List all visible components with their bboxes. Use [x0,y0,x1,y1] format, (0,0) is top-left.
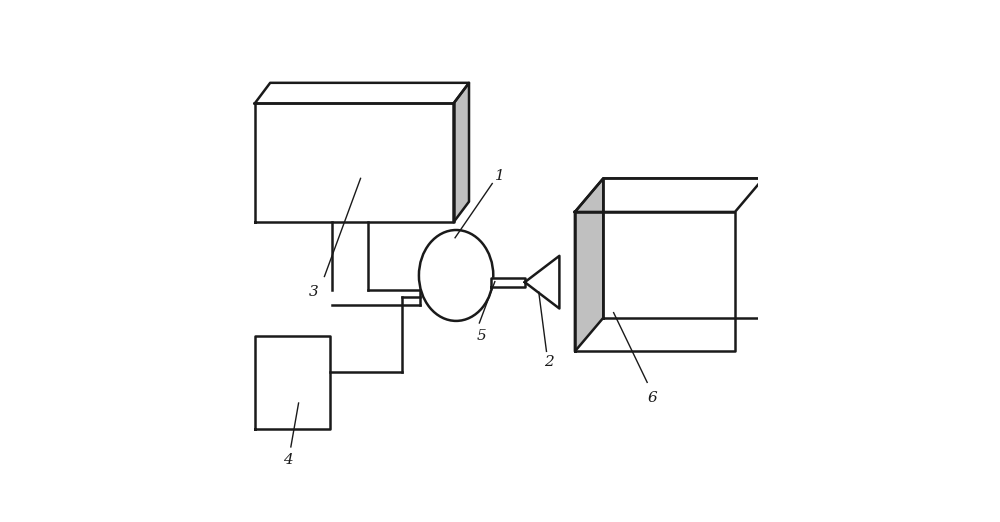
Text: 5: 5 [477,329,487,343]
Polygon shape [575,179,763,212]
Polygon shape [454,83,469,222]
Text: 1: 1 [495,169,505,183]
Polygon shape [255,103,454,222]
Polygon shape [603,179,763,318]
Text: 3: 3 [309,285,319,299]
Text: 2: 2 [544,355,554,369]
Polygon shape [491,278,525,287]
Polygon shape [525,256,559,309]
Polygon shape [255,336,330,429]
Polygon shape [575,212,735,351]
Text: 6: 6 [647,391,657,405]
Text: 4: 4 [283,453,293,467]
Polygon shape [575,179,603,351]
Polygon shape [255,83,469,103]
